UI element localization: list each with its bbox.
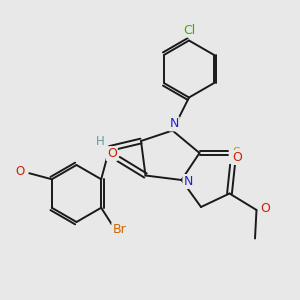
- Text: N: N: [183, 175, 193, 188]
- Text: Br: Br: [112, 223, 126, 236]
- Text: O: O: [107, 147, 117, 160]
- Text: O: O: [261, 202, 270, 215]
- Text: O: O: [16, 165, 25, 178]
- Text: S: S: [232, 146, 240, 160]
- Text: H: H: [95, 135, 104, 148]
- Text: O: O: [232, 151, 242, 164]
- Text: N: N: [169, 117, 179, 130]
- Text: Cl: Cl: [183, 23, 195, 37]
